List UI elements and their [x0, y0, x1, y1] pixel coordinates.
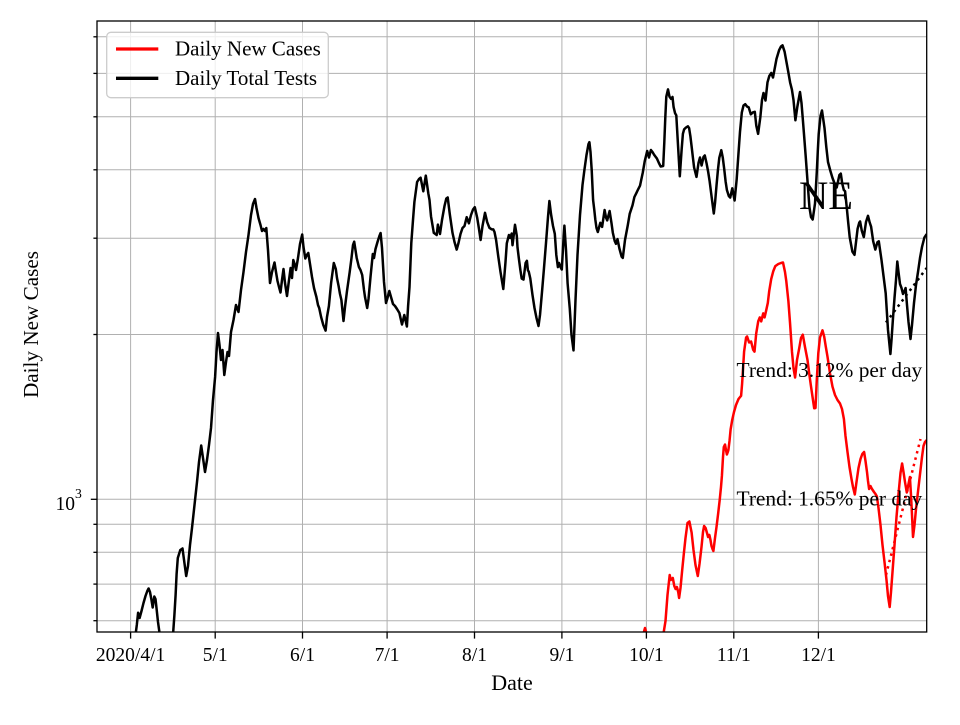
svg-text:12/1: 12/1: [801, 645, 836, 666]
svg-text:2020/4/1: 2020/4/1: [96, 645, 165, 666]
svg-text:NE: NE: [799, 173, 853, 218]
svg-text:Date: Date: [491, 670, 533, 695]
svg-text:Trend: 3.12% per day: Trend: 3.12% per day: [737, 358, 923, 382]
svg-text:8/1: 8/1: [462, 645, 487, 666]
svg-text:Daily Total Tests: Daily Total Tests: [175, 66, 317, 90]
svg-text:Daily New Cases: Daily New Cases: [175, 37, 321, 61]
svg-text:Trend: 1.65% per day: Trend: 1.65% per day: [737, 487, 923, 511]
svg-text:6/1: 6/1: [290, 645, 315, 666]
svg-text:7/1: 7/1: [375, 645, 400, 666]
svg-text:5/1: 5/1: [203, 645, 228, 666]
svg-text:Daily New Cases: Daily New Cases: [19, 251, 43, 398]
svg-text:3: 3: [75, 486, 82, 501]
svg-text:9/1: 9/1: [549, 645, 574, 666]
svg-text:10/1: 10/1: [629, 645, 664, 666]
svg-text:10: 10: [56, 494, 76, 515]
svg-text:11/1: 11/1: [717, 645, 751, 666]
